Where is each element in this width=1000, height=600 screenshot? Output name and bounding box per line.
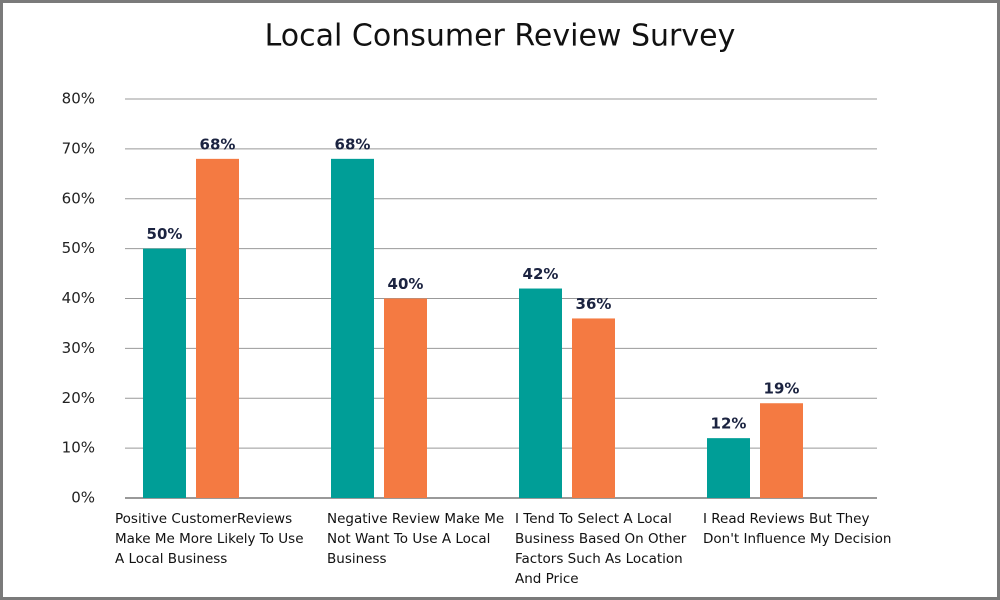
chart-title: Local Consumer Review Survey (265, 19, 736, 54)
bar (384, 298, 427, 498)
value-label: 19% (764, 380, 800, 398)
x-tick-label: I Read Reviews But They Don't Influence … (703, 511, 892, 547)
bar (760, 403, 803, 498)
x-tick-label: Negative Review Make Me Not Want To Use … (327, 511, 505, 567)
value-label: 36% (576, 295, 612, 313)
value-label: 68% (335, 135, 371, 153)
y-tick-label: 10% (62, 439, 95, 457)
value-label: 50% (147, 225, 183, 243)
y-tick-label: 80% (62, 90, 95, 108)
x-tick-label: I Tend To Select A Local Business Based … (515, 511, 687, 587)
value-label: 68% (200, 135, 236, 153)
bar (331, 158, 374, 498)
bar (143, 248, 186, 498)
value-label: 12% (711, 415, 747, 433)
bar (196, 158, 239, 498)
y-tick-label: 20% (62, 389, 95, 407)
value-label: 42% (523, 265, 559, 283)
y-tick-label: 30% (62, 339, 95, 357)
y-tick-label: 40% (62, 289, 95, 307)
chart: Local Consumer Review Survey 0% 10% 20% 30%… (62, 19, 877, 507)
y-tick-label: 60% (62, 189, 95, 207)
bar (572, 318, 615, 498)
x-tick-label: Positive CustomerReviews Make Me More Li… (115, 511, 304, 567)
y-tick-label: 50% (62, 239, 95, 257)
value-label: 40% (388, 275, 424, 293)
y-tick-label: 0% (71, 489, 95, 507)
y-tick-label: 70% (62, 139, 95, 157)
bar (519, 288, 562, 498)
bar (707, 438, 750, 498)
